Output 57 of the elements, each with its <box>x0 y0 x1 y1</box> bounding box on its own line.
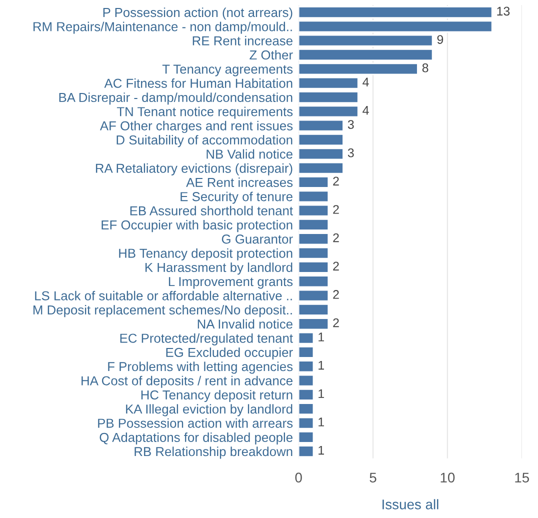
y-tick-label: EB Assured shorthold tenant <box>130 206 293 216</box>
y-tick-label: HC Tenancy deposit return <box>141 390 292 402</box>
data-label: 3 <box>348 120 354 129</box>
x-tick-label: 15 <box>515 472 530 483</box>
y-tick-label: F Problems with letting agencies <box>108 362 293 374</box>
y-tick-label: RB Relationship breakdown <box>134 446 292 459</box>
data-label: 9 <box>437 35 444 44</box>
data-label: 2 <box>333 318 339 328</box>
y-tick-label: AF Other charges and rent issues <box>100 120 293 133</box>
data-label: 3 <box>348 148 354 158</box>
y-tick-label: NB Valid notice <box>206 149 292 159</box>
y-tick-label: RA Retaliatory evictions (disrepair) <box>96 163 292 176</box>
y-tick-label: M Deposit replacement schemes/No deposit.. <box>34 305 292 318</box>
y-tick-label: EC Protected/regulated tenant <box>120 333 293 346</box>
data-label: 2 <box>333 262 339 270</box>
y-tick-label: HA Cost of deposits / rent in advance <box>82 376 292 388</box>
y-tick-label: G Guarantor <box>222 234 293 244</box>
data-label: 2 <box>333 205 339 214</box>
y-tick-label: D Suitability of accommodation <box>116 135 292 148</box>
y-tick-label: KA Illegal eviction by landlord <box>126 404 292 416</box>
y-tick-label: PB Possession action with arrears <box>98 418 293 428</box>
y-tick-label: HB Tenancy deposit protection <box>119 248 292 260</box>
data-label: 4 <box>362 106 369 115</box>
y-tick-label: RE Rent increase <box>192 36 292 46</box>
y-tick-label: EF Occupier with basic protection <box>102 220 292 232</box>
data-label: 1 <box>318 446 324 455</box>
x-axis-title: Issues all <box>382 499 438 510</box>
x-tick-label: 0 <box>295 472 302 483</box>
data-label: 1 <box>318 360 324 370</box>
data-label: 2 <box>333 176 339 186</box>
data-label: 2 <box>333 233 339 242</box>
y-tick-label: LS Lack of suitable or affordable alternative .. <box>35 290 292 300</box>
y-tick-label: AC Fitness for Human Habitation <box>104 78 292 88</box>
x-tick-label: 5 <box>370 472 376 483</box>
data-label: 4 <box>362 78 369 86</box>
y-tick-label: T Tenancy agreements <box>162 64 293 76</box>
y-tick-label: Q Adaptations for disabled people <box>100 432 292 445</box>
y-tick-label: EG Excluded occupier <box>166 348 293 360</box>
bar <box>298 374 314 387</box>
y-tick-label: Z Other <box>250 50 293 60</box>
y-tick-label: P Possession action (not arrears) <box>103 8 292 20</box>
y-tick-label: K Harassment by landlord <box>145 262 292 275</box>
y-tick-label: L Improvement grants <box>168 277 293 289</box>
data-label: 13 <box>497 6 510 16</box>
y-tick-label: E Security of tenure <box>180 192 292 204</box>
y-tick-label: AE Rent increases <box>186 178 293 188</box>
data-label: 2 <box>333 290 339 299</box>
data-label: 1 <box>318 389 324 398</box>
y-tick-label: BA Disrepair - damp/mould/condensation <box>59 92 292 105</box>
data-label: 1 <box>318 418 324 426</box>
data-label: 1 <box>318 332 324 342</box>
y-tick-label: TN Tenant notice requirements <box>116 106 293 119</box>
data-label: 8 <box>422 63 428 72</box>
y-tick-label: RM Repairs/Maintenance - non damp/mould.. <box>34 22 292 34</box>
bar <box>298 416 314 430</box>
x-tick-label: 10 <box>440 472 455 483</box>
y-tick-label: NA Invalid notice <box>198 319 292 329</box>
